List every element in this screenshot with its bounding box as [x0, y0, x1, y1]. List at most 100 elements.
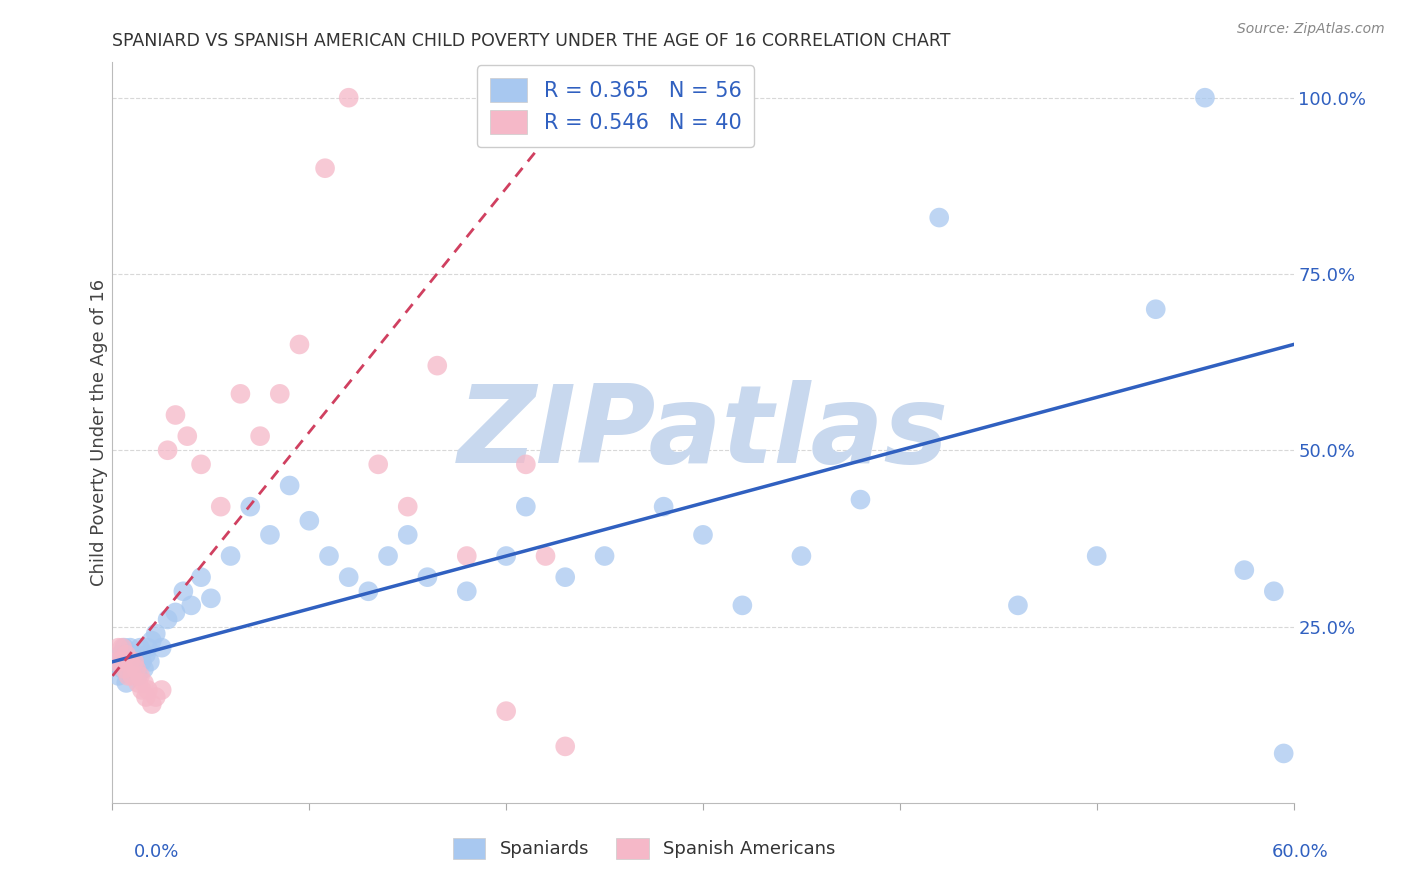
Point	[1007, 599, 1029, 613]
Point	[849, 492, 872, 507]
Point	[117, 669, 139, 683]
Point	[1233, 563, 1256, 577]
Point	[105, 655, 128, 669]
Point	[135, 690, 157, 704]
Point	[125, 662, 148, 676]
Text: Source: ZipAtlas.com: Source: ZipAtlas.com	[1237, 22, 1385, 37]
Point	[112, 662, 135, 676]
Point	[396, 528, 419, 542]
Point	[136, 640, 159, 655]
Point	[259, 528, 281, 542]
Point	[314, 161, 336, 176]
Point	[120, 640, 142, 655]
Point	[112, 640, 135, 655]
Point	[111, 640, 134, 655]
Point	[117, 655, 139, 669]
Point	[121, 648, 143, 662]
Point	[1194, 91, 1216, 105]
Point	[156, 443, 179, 458]
Point	[125, 655, 148, 669]
Point	[318, 549, 340, 563]
Point	[180, 599, 202, 613]
Y-axis label: Child Poverty Under the Age of 16: Child Poverty Under the Age of 16	[90, 279, 108, 586]
Point	[136, 683, 159, 698]
Point	[396, 500, 419, 514]
Point	[574, 91, 596, 105]
Point	[127, 669, 149, 683]
Point	[534, 549, 557, 563]
Point	[129, 669, 152, 683]
Point	[165, 408, 187, 422]
Text: SPANIARD VS SPANISH AMERICAN CHILD POVERTY UNDER THE AGE OF 16 CORRELATION CHART: SPANIARD VS SPANISH AMERICAN CHILD POVER…	[112, 32, 950, 50]
Point	[239, 500, 262, 514]
Point	[139, 655, 162, 669]
Point	[122, 662, 145, 676]
Point	[1144, 302, 1167, 317]
Point	[692, 528, 714, 542]
Point	[127, 676, 149, 690]
Point	[652, 500, 675, 514]
Point	[593, 549, 616, 563]
Point	[337, 91, 360, 105]
Point	[554, 570, 576, 584]
Point	[150, 683, 173, 698]
Point	[135, 648, 157, 662]
Point	[111, 662, 134, 676]
Text: 60.0%: 60.0%	[1272, 843, 1329, 861]
Point	[110, 655, 132, 669]
Point	[145, 626, 167, 640]
Point	[172, 584, 194, 599]
Point	[122, 655, 145, 669]
Point	[176, 429, 198, 443]
Point	[731, 599, 754, 613]
Point	[165, 606, 187, 620]
Point	[416, 570, 439, 584]
Point	[141, 697, 163, 711]
Point	[150, 640, 173, 655]
Point	[367, 458, 389, 472]
Point	[200, 591, 222, 606]
Point	[288, 337, 311, 351]
Point	[495, 704, 517, 718]
Point	[132, 662, 155, 676]
Point	[790, 549, 813, 563]
Point	[229, 387, 252, 401]
Point	[129, 640, 152, 655]
Point	[131, 655, 153, 669]
Point	[145, 690, 167, 704]
Point	[377, 549, 399, 563]
Point	[110, 648, 132, 662]
Point	[298, 514, 321, 528]
Point	[554, 739, 576, 754]
Point	[115, 648, 138, 662]
Legend: Spaniards, Spanish Americans: Spaniards, Spanish Americans	[443, 829, 845, 868]
Point	[456, 549, 478, 563]
Text: 0.0%: 0.0%	[134, 843, 179, 861]
Point	[249, 429, 271, 443]
Point	[1272, 747, 1295, 761]
Point	[278, 478, 301, 492]
Point	[456, 584, 478, 599]
Point	[337, 570, 360, 584]
Point	[156, 612, 179, 626]
Point	[121, 669, 143, 683]
Point	[107, 640, 129, 655]
Point	[495, 549, 517, 563]
Point	[107, 669, 129, 683]
Point	[105, 655, 128, 669]
Text: ZIPatlas: ZIPatlas	[457, 380, 949, 485]
Point	[120, 655, 142, 669]
Point	[131, 683, 153, 698]
Point	[141, 633, 163, 648]
Point	[132, 676, 155, 690]
Point	[269, 387, 291, 401]
Point	[209, 500, 232, 514]
Point	[115, 676, 138, 690]
Point	[515, 500, 537, 514]
Point	[190, 570, 212, 584]
Point	[357, 584, 380, 599]
Point	[219, 549, 242, 563]
Point	[1085, 549, 1108, 563]
Point	[928, 211, 950, 225]
Point	[1263, 584, 1285, 599]
